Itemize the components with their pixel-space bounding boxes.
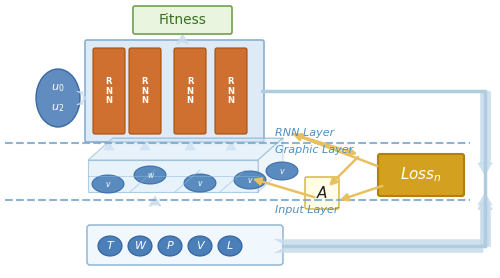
Polygon shape (149, 196, 161, 206)
Polygon shape (226, 141, 236, 150)
Text: v: v (106, 180, 110, 188)
Text: L: L (227, 241, 233, 251)
Text: W: W (134, 241, 145, 251)
Text: $u_0$: $u_0$ (52, 82, 64, 94)
Ellipse shape (134, 166, 166, 184)
Text: $\mathit{Loss}_n$: $\mathit{Loss}_n$ (400, 166, 442, 184)
Text: V: V (196, 241, 204, 251)
FancyBboxPatch shape (378, 154, 464, 196)
Ellipse shape (36, 69, 80, 127)
Polygon shape (88, 138, 283, 160)
Text: R
N
N: R N N (106, 77, 112, 105)
Text: P: P (166, 241, 173, 251)
Ellipse shape (158, 236, 182, 256)
Polygon shape (478, 163, 492, 175)
Polygon shape (258, 138, 283, 192)
Polygon shape (185, 141, 195, 150)
Polygon shape (88, 160, 258, 192)
Polygon shape (478, 197, 492, 209)
Polygon shape (478, 91, 492, 163)
Polygon shape (176, 34, 188, 44)
Text: Fitness: Fitness (158, 13, 206, 27)
Polygon shape (478, 193, 492, 246)
Text: v: v (248, 175, 252, 185)
Text: Graphic Layer: Graphic Layer (275, 145, 353, 155)
Text: v: v (280, 167, 284, 175)
FancyBboxPatch shape (174, 48, 206, 134)
FancyBboxPatch shape (87, 225, 283, 265)
Polygon shape (77, 91, 87, 105)
Polygon shape (140, 141, 150, 150)
FancyBboxPatch shape (305, 177, 339, 209)
FancyBboxPatch shape (129, 48, 161, 134)
Ellipse shape (92, 175, 124, 193)
Text: RNN Layer: RNN Layer (275, 128, 334, 138)
Text: R
N
N: R N N (228, 77, 234, 105)
FancyBboxPatch shape (215, 48, 247, 134)
Text: R
N
N: R N N (186, 77, 194, 105)
Text: T: T (106, 241, 114, 251)
Text: w: w (147, 170, 153, 180)
Text: v: v (198, 178, 202, 187)
Text: R
N
N: R N N (142, 77, 148, 105)
Polygon shape (104, 141, 114, 150)
Ellipse shape (234, 171, 266, 189)
Ellipse shape (266, 162, 298, 180)
Ellipse shape (98, 236, 122, 256)
Ellipse shape (188, 236, 212, 256)
Polygon shape (478, 209, 492, 246)
Ellipse shape (128, 236, 152, 256)
Text: $\mathit{A}$: $\mathit{A}$ (316, 185, 328, 201)
FancyBboxPatch shape (93, 48, 125, 134)
Polygon shape (275, 239, 483, 253)
Text: Input Layer: Input Layer (275, 205, 338, 215)
Ellipse shape (184, 174, 216, 192)
FancyBboxPatch shape (133, 6, 232, 34)
Text: $u_2$: $u_2$ (52, 102, 64, 114)
Ellipse shape (218, 236, 242, 256)
FancyBboxPatch shape (85, 40, 264, 142)
